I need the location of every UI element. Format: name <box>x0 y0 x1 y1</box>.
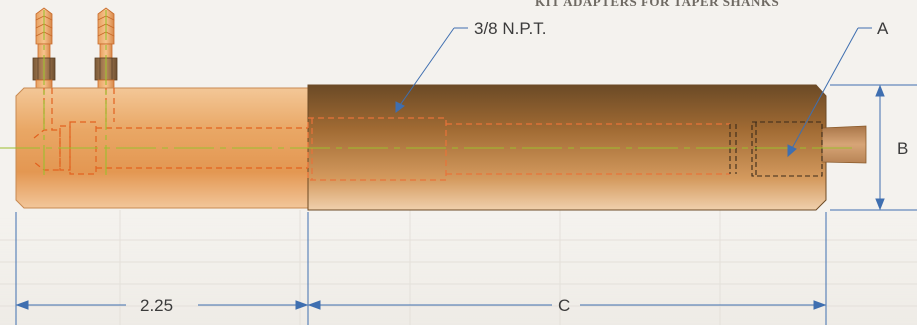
dimension-left-length-label: 2.25 <box>140 296 173 315</box>
callout-a-label: A <box>877 19 889 38</box>
taper-shank <box>822 126 866 163</box>
dimension-b-label: B <box>897 139 908 158</box>
thread-callout-label: 3/8 N.P.T. <box>474 19 546 38</box>
background-table-ghost <box>0 205 917 325</box>
dimension-c-label: C <box>558 296 570 315</box>
